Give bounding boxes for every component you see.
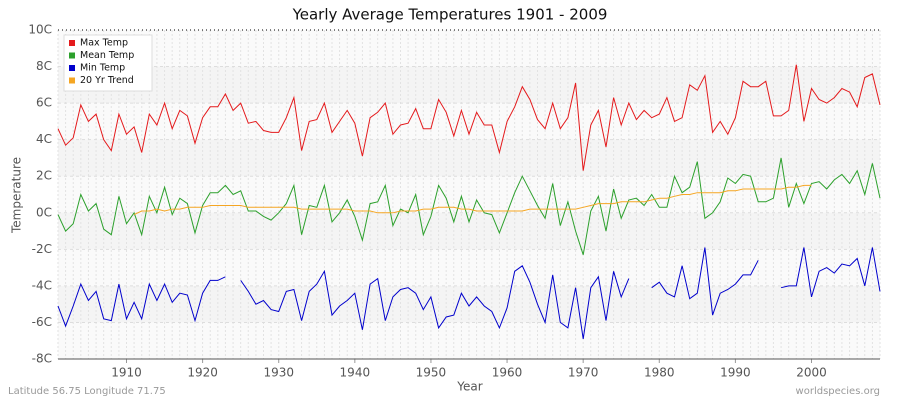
x-axis-label: Year (456, 380, 482, 394)
y-tick-label: 6C (36, 96, 52, 110)
series-line (57, 64, 881, 171)
y-tick-label: 10C (28, 23, 52, 37)
y-tick-label: -8C (32, 352, 52, 366)
legend-label: Min Temp (80, 63, 125, 74)
x-tick-label: 1970 (568, 366, 599, 380)
y-tick-label: -2C (32, 242, 52, 256)
footer-right: worldspecies.org (796, 386, 880, 397)
plot-band (58, 30, 880, 67)
legend-label: Max Temp (80, 38, 128, 49)
legend-swatch (69, 65, 75, 71)
series-line (133, 184, 812, 216)
y-axis-label: Temperature (10, 157, 24, 234)
x-tick-label: 1960 (492, 366, 523, 380)
chart-title: Yearly Average Temperatures 1901 - 2009 (292, 6, 608, 24)
legend-label: 20 Yr Trend (80, 75, 134, 86)
x-tick-label: 1950 (416, 366, 447, 380)
plot-band (58, 322, 880, 359)
x-tick-label: 2000 (796, 366, 827, 380)
x-tick-label: 1940 (340, 366, 371, 380)
x-tick-label: 1980 (644, 366, 675, 380)
legend-box (63, 34, 153, 92)
legend-swatch (69, 40, 75, 46)
footer-left: Latitude 56.75 Longitude 71.75 (8, 386, 166, 397)
y-tick-label: -4C (32, 278, 52, 292)
legend-label: Mean Temp (80, 50, 134, 61)
y-tick-label: 4C (36, 132, 52, 146)
x-tick-label: 1920 (187, 366, 218, 380)
x-tick-label: 1990 (720, 366, 751, 380)
y-tick-label: -6C (32, 315, 52, 329)
x-tick-label: 1910 (111, 366, 142, 380)
y-tick-label: 8C (36, 59, 52, 73)
y-tick-label: 2C (36, 169, 52, 183)
series-line (57, 247, 881, 339)
legend-swatch (69, 52, 75, 59)
y-tick-label: 0C (36, 205, 52, 219)
series-line (57, 157, 881, 255)
x-tick-label: 1930 (263, 366, 294, 380)
legend-swatch (69, 77, 75, 84)
